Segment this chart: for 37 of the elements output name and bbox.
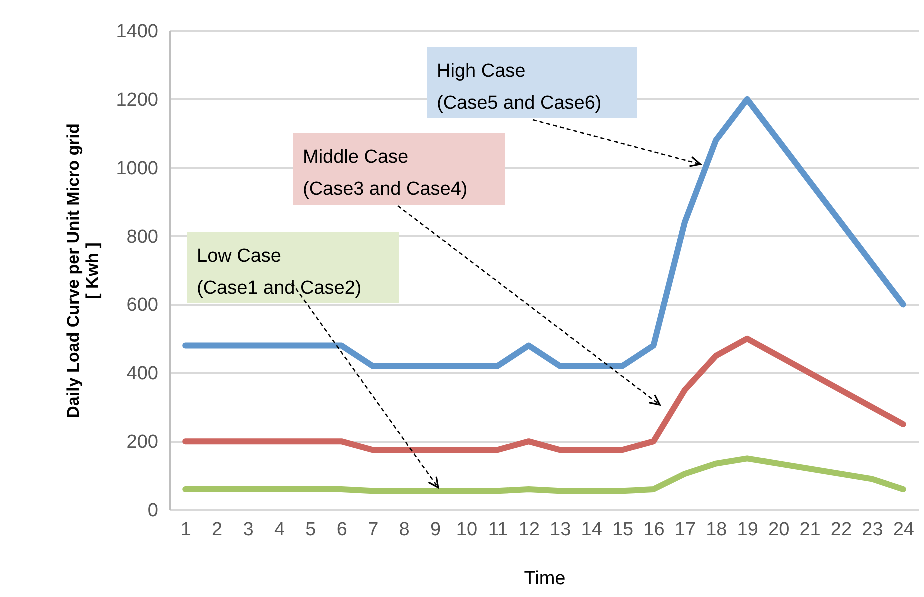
y-tick-label: 1000 [116,158,158,180]
x-tick-label: 13 [550,520,572,540]
x-tick-label: 18 [706,520,728,540]
y-axis-title: Daily Load Curve per Unit Micro grid [ Kwh ] [64,124,102,418]
x-tick-label: 3 [243,520,254,540]
x-tick-label: 14 [581,520,603,540]
x-tick-label: 9 [430,520,442,540]
x-tick-label: 5 [306,520,316,540]
y-tick-label: 0 [148,500,158,522]
annotation: Middle Case (Case3 and Case4) [303,147,468,200]
y-tick-label: 400 [126,364,158,385]
x-tick-label: 20 [768,520,790,540]
y-tick-label: 200 [126,432,158,454]
y-tick-label: 1200 [116,90,158,111]
x-tick-label: 24 [893,520,915,540]
x-tick-label: 23 [862,520,884,540]
x-tick-label: 17 [674,520,696,540]
annotation: Low Case (Case1 and Case2) [197,246,362,299]
y-tick-label: 1400 [116,22,158,42]
x-tick-label: 12 [518,520,540,540]
x-tick-label: 16 [644,520,665,540]
x-tick-label: 4 [274,520,286,540]
x-tick-label: 22 [830,520,852,540]
x-tick-label: 6 [336,520,348,540]
x-tick-label: 21 [800,520,821,540]
x-tick-label: 19 [737,520,758,540]
x-tick-label: 15 [612,520,634,540]
x-tick-label: 8 [399,520,410,540]
y-tick-label: 600 [126,295,158,316]
y-tick-label: 800 [126,226,158,248]
annotation: High Case (Case5 and Case6) [437,61,602,114]
x-tick-label: 11 [488,520,508,540]
x-axis-title: Time [524,568,566,590]
x-tick-label: 10 [456,520,478,540]
x-tick-label: 1 [180,520,192,540]
x-tick-label: 2 [212,520,223,540]
x-tick-label: 7 [368,520,379,540]
